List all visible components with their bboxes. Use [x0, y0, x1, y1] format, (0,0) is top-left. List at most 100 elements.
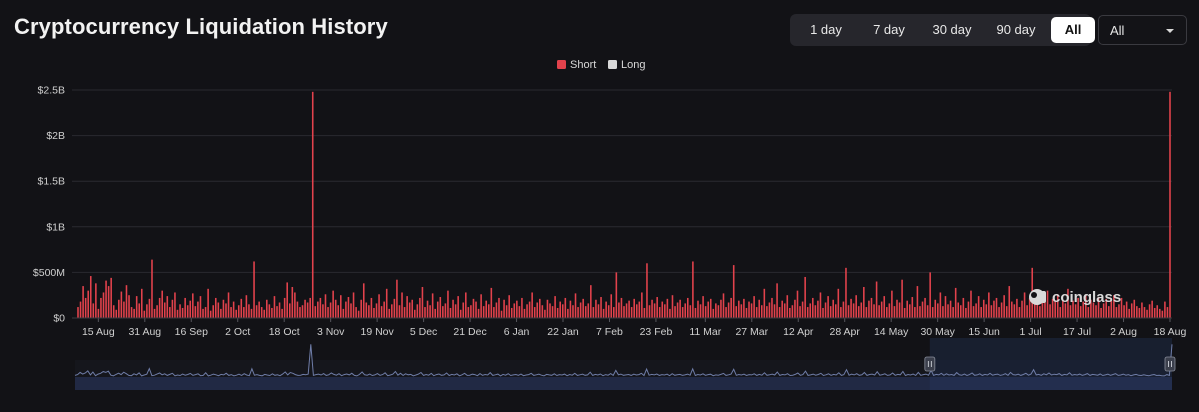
short-bar[interactable]	[475, 301, 477, 318]
short-bar[interactable]	[143, 310, 146, 318]
short-bar[interactable]	[704, 306, 707, 318]
short-bar[interactable]	[120, 291, 123, 318]
short-bar[interactable]	[334, 299, 337, 318]
short-bar[interactable]	[452, 299, 454, 318]
short-bar[interactable]	[79, 301, 82, 318]
short-bar[interactable]	[727, 302, 730, 319]
short-bar[interactable]	[773, 304, 776, 318]
short-bar[interactable]	[605, 301, 607, 318]
short-bar[interactable]	[278, 302, 281, 319]
short-bar[interactable]	[735, 306, 738, 318]
short-bar[interactable]	[1072, 300, 1074, 318]
short-bar[interactable]	[814, 305, 817, 318]
short-bar[interactable]	[791, 305, 794, 318]
short-bar[interactable]	[383, 301, 385, 318]
short-bar[interactable]	[401, 292, 403, 318]
short-bar[interactable]	[332, 290, 334, 318]
short-bar[interactable]	[102, 292, 105, 318]
short-bar[interactable]	[222, 299, 225, 318]
short-bar[interactable]	[1100, 307, 1102, 318]
short-bar[interactable]	[153, 308, 156, 318]
short-bar[interactable]	[730, 297, 732, 318]
short-bar[interactable]	[681, 307, 684, 318]
short-bar[interactable]	[123, 301, 125, 318]
short-bar[interactable]	[1105, 298, 1107, 318]
short-bar[interactable]	[1079, 306, 1082, 318]
short-bar[interactable]	[709, 298, 712, 318]
short-bar[interactable]	[1159, 308, 1161, 318]
short-bar[interactable]	[855, 295, 857, 318]
short-bar[interactable]	[1128, 308, 1130, 318]
short-bar[interactable]	[786, 295, 789, 318]
short-bar[interactable]	[429, 305, 431, 318]
short-bar[interactable]	[865, 307, 868, 318]
short-bar[interactable]	[880, 301, 883, 318]
short-bar[interactable]	[1000, 302, 1003, 319]
range-navigator[interactable]	[74, 338, 1176, 390]
short-bar[interactable]	[286, 282, 288, 318]
short-bar[interactable]	[324, 294, 327, 318]
short-bar[interactable]	[140, 288, 143, 318]
short-bar[interactable]	[95, 283, 97, 318]
short-bar[interactable]	[181, 307, 184, 318]
short-bar[interactable]	[388, 308, 391, 318]
short-bar[interactable]	[817, 300, 819, 318]
short-bar[interactable]	[434, 308, 436, 318]
short-bar[interactable]	[1097, 297, 1100, 318]
short-bar[interactable]	[937, 303, 939, 318]
short-bar[interactable]	[161, 290, 163, 318]
short-bar[interactable]	[763, 288, 766, 318]
short-bar[interactable]	[702, 296, 704, 318]
short-bar[interactable]	[975, 303, 977, 318]
short-bar[interactable]	[258, 301, 260, 318]
range-90-day-button[interactable]: 90 day	[996, 22, 1036, 37]
short-bar[interactable]	[1156, 305, 1159, 318]
short-bar[interactable]	[949, 300, 952, 318]
short-bar[interactable]	[574, 293, 577, 318]
short-bar[interactable]	[638, 301, 641, 318]
short-bar[interactable]	[449, 307, 452, 318]
short-bar[interactable]	[1067, 288, 1069, 318]
short-bar[interactable]	[646, 263, 648, 318]
short-bar[interactable]	[1151, 300, 1153, 318]
short-bar[interactable]	[1085, 294, 1087, 318]
short-bar[interactable]	[273, 296, 276, 318]
short-bar[interactable]	[738, 300, 740, 318]
short-bar[interactable]	[281, 308, 283, 318]
short-bar[interactable]	[1033, 303, 1036, 318]
short-bar[interactable]	[508, 295, 510, 318]
short-bar[interactable]	[89, 276, 92, 318]
short-bar[interactable]	[995, 297, 998, 318]
short-bar[interactable]	[118, 299, 120, 318]
short-bar[interactable]	[365, 302, 368, 319]
short-bar[interactable]	[873, 304, 875, 318]
short-bar[interactable]	[600, 297, 602, 318]
short-bar[interactable]	[403, 307, 406, 318]
short-bar[interactable]	[1107, 306, 1110, 318]
short-bar[interactable]	[301, 305, 304, 318]
range-7-day-button[interactable]: 7 day	[873, 22, 905, 37]
range-all-button[interactable]: All	[1051, 17, 1095, 43]
short-bar[interactable]	[722, 293, 725, 318]
short-bar[interactable]	[276, 306, 278, 318]
short-bar[interactable]	[189, 300, 192, 318]
short-bar[interactable]	[304, 299, 306, 318]
short-bar[interactable]	[1016, 298, 1018, 318]
short-bar[interactable]	[342, 308, 345, 318]
short-bar[interactable]	[500, 310, 503, 318]
short-bar[interactable]	[985, 304, 988, 318]
short-bar[interactable]	[97, 308, 100, 318]
short-bar[interactable]	[426, 300, 429, 318]
short-bar[interactable]	[745, 307, 748, 318]
short-bar[interactable]	[385, 288, 388, 318]
short-bar[interactable]	[128, 295, 130, 318]
short-bar[interactable]	[87, 290, 89, 318]
short-bar[interactable]	[959, 305, 962, 318]
short-bar[interactable]	[707, 301, 709, 318]
short-bar[interactable]	[431, 293, 434, 318]
short-bar[interactable]	[296, 301, 299, 318]
short-bar[interactable]	[1054, 301, 1056, 318]
short-bar[interactable]	[472, 298, 475, 318]
short-bar[interactable]	[523, 308, 526, 318]
legend-short-label[interactable]: Short	[570, 59, 596, 71]
